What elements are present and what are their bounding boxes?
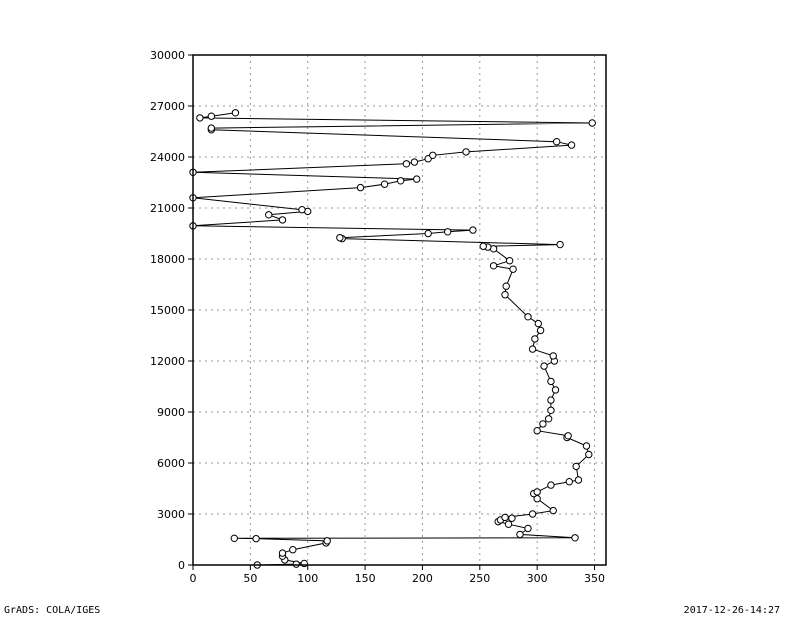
data-point <box>551 386 560 394</box>
data-point <box>540 362 548 370</box>
data-point <box>564 432 572 440</box>
data-point <box>571 534 579 542</box>
grid-lines <box>193 55 606 565</box>
data-point <box>567 141 576 149</box>
x-tick-label: 300 <box>527 572 548 585</box>
data-point <box>533 427 541 435</box>
data-point <box>501 513 509 522</box>
data-point <box>549 506 557 515</box>
y-tick-label: 15000 <box>150 304 185 317</box>
data-point <box>479 242 487 250</box>
data-point <box>502 282 510 290</box>
data-point <box>549 352 557 360</box>
data-point <box>547 396 555 404</box>
data-point <box>429 151 437 160</box>
data-point <box>336 234 344 242</box>
footer-left-label: GrADS: COLA/IGES <box>4 605 101 616</box>
data-point <box>505 257 514 265</box>
data-point <box>544 415 553 423</box>
y-tick-label: 24000 <box>150 151 185 164</box>
x-tick-label: 150 <box>355 572 376 585</box>
data-point <box>585 450 593 459</box>
data-point <box>231 109 240 117</box>
data-point <box>547 377 555 386</box>
data-point <box>504 520 513 528</box>
data-point <box>582 442 591 450</box>
data-point <box>509 265 517 273</box>
data-point <box>410 158 419 166</box>
data-point <box>265 211 273 219</box>
data-point <box>508 514 516 522</box>
y-tick-label: 30000 <box>150 49 185 62</box>
data-point <box>380 180 389 188</box>
data-point <box>292 560 300 568</box>
x-tick-label: 350 <box>584 572 605 585</box>
data-point <box>424 229 432 238</box>
data-point <box>565 478 573 486</box>
data-point <box>207 124 216 132</box>
data-point <box>524 524 532 533</box>
data-point <box>528 345 537 353</box>
data-point <box>539 420 547 428</box>
data-point <box>574 476 583 484</box>
data-point <box>207 112 216 120</box>
data-point <box>533 488 541 496</box>
y-tick-label: 9000 <box>157 406 185 419</box>
data-point <box>531 335 539 343</box>
data-point <box>396 177 405 185</box>
data-point <box>547 481 555 489</box>
data-point <box>536 326 545 335</box>
x-tick-label: 50 <box>243 572 257 585</box>
data-point <box>469 226 477 234</box>
y-tick-label: 21000 <box>150 202 185 215</box>
data-point <box>516 530 524 539</box>
axis-ticks <box>188 54 596 570</box>
data-point <box>489 262 498 270</box>
data-point <box>298 206 306 214</box>
x-tick-label: 100 <box>297 572 318 585</box>
y-tick-label: 27000 <box>150 100 185 113</box>
data-point <box>413 175 421 183</box>
data-point <box>278 216 287 224</box>
x-tick-label: 0 <box>190 572 197 585</box>
data-point <box>528 510 537 518</box>
y-axis-tick-labels: 0 3000 6000 9000 12000 15000 18000 21000 24000 27… <box>150 49 185 572</box>
data-point <box>443 228 452 236</box>
y-tick-label: 3000 <box>157 508 185 521</box>
data-point <box>278 549 287 557</box>
x-tick-label: 200 <box>412 572 433 585</box>
data-point <box>556 240 564 249</box>
data-point <box>572 462 580 471</box>
series-group <box>189 109 596 569</box>
x-axis-tick-labels: 0 50 100 150 200 250 300 350 <box>190 572 606 585</box>
y-tick-label: 0 <box>178 559 185 572</box>
y-tick-label: 18000 <box>150 253 185 266</box>
data-point <box>547 406 555 414</box>
data-point <box>588 119 596 127</box>
data-point <box>552 138 561 146</box>
y-tick-label: 6000 <box>157 457 185 470</box>
data-point <box>356 183 365 192</box>
y-tick-label: 12000 <box>150 355 185 368</box>
data-point <box>524 313 532 321</box>
data-point <box>501 291 509 299</box>
data-point <box>196 114 204 122</box>
data-point <box>534 319 543 328</box>
data-point <box>252 534 260 543</box>
footer-timestamp: 2017-12-26-14:27 <box>683 605 780 616</box>
x-tick-label: 250 <box>469 572 490 585</box>
data-point <box>462 148 470 156</box>
data-point <box>323 537 331 545</box>
data-point <box>402 160 411 168</box>
data-point <box>289 546 297 554</box>
data-point <box>230 534 239 543</box>
